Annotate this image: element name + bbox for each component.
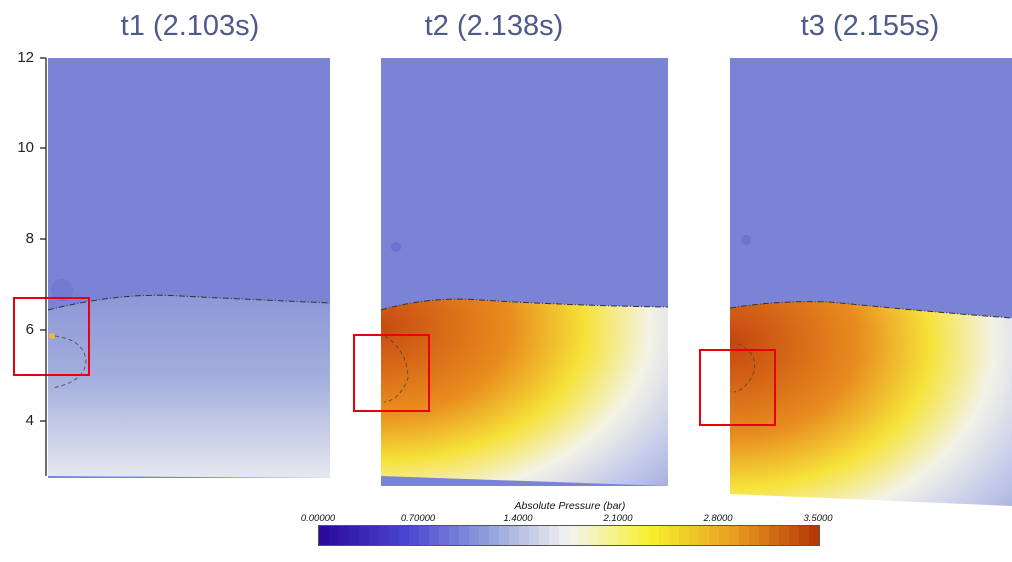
colorbar-swatch — [369, 526, 379, 545]
pressure-contour — [733, 343, 756, 393]
colorbar-tick-label: 0.00000 — [300, 513, 336, 524]
colorbar-swatch — [389, 526, 399, 545]
colorbar-swatch — [359, 526, 369, 545]
bubble-marker — [741, 235, 751, 245]
colorbar-title: Absolute Pressure (bar) — [514, 500, 626, 512]
colorbar-swatch — [799, 526, 809, 545]
colorbar-swatch — [809, 526, 819, 545]
colorbar-swatch — [649, 526, 659, 545]
colorbar-swatch — [399, 526, 409, 545]
colorbar-swatch — [699, 526, 709, 545]
colorbar-swatch — [449, 526, 459, 545]
colorbar-swatch — [489, 526, 499, 545]
bubble-marker — [51, 279, 73, 301]
y-tick-label: 10 — [17, 139, 34, 156]
colorbar-swatch — [639, 526, 649, 545]
pressure-colorbar — [318, 525, 820, 546]
panel-title-t2: t2 (2.138s) — [424, 10, 564, 42]
colorbar-swatch — [539, 526, 549, 545]
colorbar-swatch — [619, 526, 629, 545]
colorbar-swatch — [499, 526, 509, 545]
colorbar-swatch — [789, 526, 799, 545]
colorbar-swatch — [739, 526, 749, 545]
panel-t1-field — [13, 58, 331, 478]
panel-t2-field — [353, 58, 669, 486]
colorbar-swatch — [659, 526, 669, 545]
colorbar-swatch — [589, 526, 599, 545]
y-tick-label: 4 — [25, 412, 34, 429]
pressure-contour — [51, 335, 87, 389]
interface-contour — [47, 294, 331, 311]
colorbar-swatch — [319, 526, 329, 545]
colorbar-tick-label: 1.4000 — [503, 513, 533, 524]
colorbar-swatch — [569, 526, 579, 545]
colorbar-swatch — [439, 526, 449, 545]
colorbar-swatch — [719, 526, 729, 545]
colorbar-swatch — [459, 526, 469, 545]
colorbar-swatch — [349, 526, 359, 545]
colorbar-tick-label: 0.70000 — [400, 513, 436, 524]
interface-contour — [380, 298, 669, 311]
colorbar-tick-label: 2.8000 — [703, 513, 733, 524]
colorbar-swatch — [339, 526, 349, 545]
colorbar-swatch — [629, 526, 639, 545]
colorbar-swatch — [689, 526, 699, 545]
colorbar-swatch — [329, 526, 339, 545]
colorbar-swatch — [419, 526, 429, 545]
colorbar-swatch — [409, 526, 419, 545]
colorbar-swatch — [469, 526, 479, 545]
highlight-box-t3 — [699, 349, 776, 426]
colorbar-swatch — [769, 526, 779, 545]
colorbar-swatch — [609, 526, 619, 545]
colorbar-swatch — [779, 526, 789, 545]
colorbar-swatch — [509, 526, 519, 545]
colorbar-swatch — [679, 526, 689, 545]
y-tick-label: 8 — [25, 230, 34, 247]
colorbar-swatch — [599, 526, 609, 545]
colorbar-swatch — [709, 526, 719, 545]
colorbar-swatch — [759, 526, 769, 545]
interface-contour — [729, 301, 1012, 319]
bubble-marker — [391, 242, 401, 252]
panel-title-t3: t3 (2.155s) — [800, 10, 940, 42]
colorbar-swatch — [579, 526, 589, 545]
colorbar-swatch — [379, 526, 389, 545]
y-axis — [40, 57, 47, 476]
highlight-box-t2 — [353, 334, 430, 412]
panel-t3-field — [699, 58, 1012, 506]
highlight-box-t1 — [13, 297, 90, 376]
panel-title-t1: t1 (2.103s) — [120, 10, 260, 42]
colorbar-tick-label: 3.5000 — [803, 513, 833, 524]
y-tick-label: 12 — [17, 49, 34, 66]
colorbar-swatch — [519, 526, 529, 545]
hotspot-marker — [49, 333, 55, 339]
colorbar-swatch — [429, 526, 439, 545]
colorbar-tick-label: 2.1000 — [603, 513, 633, 524]
colorbar-swatch — [479, 526, 489, 545]
colorbar-swatch — [549, 526, 559, 545]
colorbar-swatch — [559, 526, 569, 545]
colorbar-swatch — [529, 526, 539, 545]
colorbar-swatch — [669, 526, 679, 545]
colorbar-swatch — [749, 526, 759, 545]
y-tick-label: 6 — [25, 321, 34, 338]
colorbar-swatch — [729, 526, 739, 545]
pressure-contour — [383, 335, 409, 403]
